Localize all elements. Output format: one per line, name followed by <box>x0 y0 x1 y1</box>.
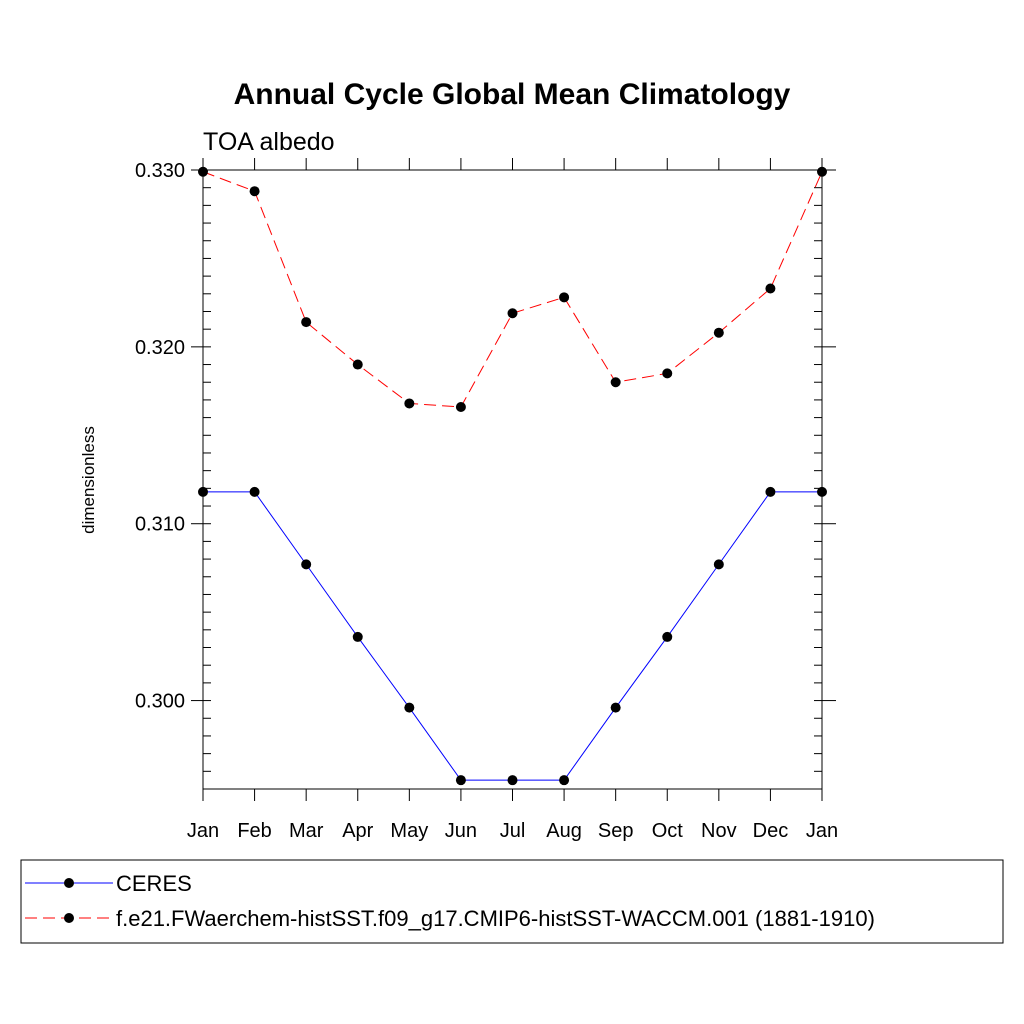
series-line <box>203 491 822 781</box>
data-point <box>662 631 673 642</box>
data-point <box>249 486 260 497</box>
x-tick-label: Nov <box>701 820 737 842</box>
legend-marker <box>64 878 74 888</box>
x-tick-label: May <box>390 820 428 842</box>
data-point <box>198 486 208 497</box>
data-point <box>713 327 724 338</box>
data-point <box>610 702 621 713</box>
plot-frame <box>202 169 823 790</box>
series-2 <box>198 166 827 412</box>
legend-label: CERES <box>116 871 192 896</box>
x-tick-label: Feb <box>237 820 271 842</box>
data-point <box>404 398 415 409</box>
data-point <box>713 559 724 570</box>
data-point <box>352 359 363 370</box>
data-point <box>301 317 312 328</box>
data-point <box>662 368 673 379</box>
series-line <box>202 171 823 408</box>
y-axis-label: dimensionless <box>79 426 98 534</box>
x-tick-label: Jan <box>806 820 838 842</box>
y-tick-label: 0.300 <box>135 691 185 713</box>
data-point <box>559 775 570 786</box>
data-point <box>455 401 466 412</box>
data-point <box>404 702 415 713</box>
y-tick-label: 0.310 <box>135 514 185 536</box>
legend-label: f.e21.FWaerchem-histSST.f09_g17.CMIP6-hi… <box>116 906 875 931</box>
data-point <box>507 308 518 319</box>
data-point <box>765 486 776 497</box>
chart-subtitle: TOA albedo <box>203 128 335 156</box>
axis-ticks: Jan Feb Mar Apr May Jun Jul Aug Sep Oct Nov Dec Jan 0… <box>135 158 838 842</box>
data-point <box>352 631 363 642</box>
chart-title: Annual Cycle Global Mean Climatology <box>234 78 791 111</box>
x-tick-label: Sep <box>598 820 634 842</box>
x-tick-label: Oct <box>652 820 684 842</box>
legend-box <box>20 859 1004 944</box>
x-tick-label: Dec <box>753 820 789 842</box>
data-point <box>817 486 827 497</box>
series-layer <box>198 166 827 786</box>
data-point <box>559 292 570 303</box>
x-tick-label: Jun <box>445 820 477 842</box>
x-tick-label: Jul <box>500 820 526 842</box>
data-point <box>817 166 827 177</box>
data-point <box>765 283 776 294</box>
x-tick-label: Mar <box>289 820 324 842</box>
data-point <box>507 775 518 786</box>
data-point <box>198 166 208 177</box>
data-point <box>249 186 260 197</box>
legend: CERES f.e21.FWaerchem-histSST.f09_g17.CMI… <box>20 859 1004 944</box>
legend-marker <box>64 913 74 923</box>
x-tick-label: Apr <box>342 820 373 842</box>
y-tick-label: 0.320 <box>135 337 185 359</box>
data-point <box>301 559 312 570</box>
series-1 <box>198 486 827 786</box>
x-tick-label: Jan <box>187 820 219 842</box>
y-tick-label: 0.330 <box>135 160 185 182</box>
x-tick-label: Aug <box>546 820 582 842</box>
data-point <box>455 775 466 786</box>
data-point <box>610 377 621 388</box>
